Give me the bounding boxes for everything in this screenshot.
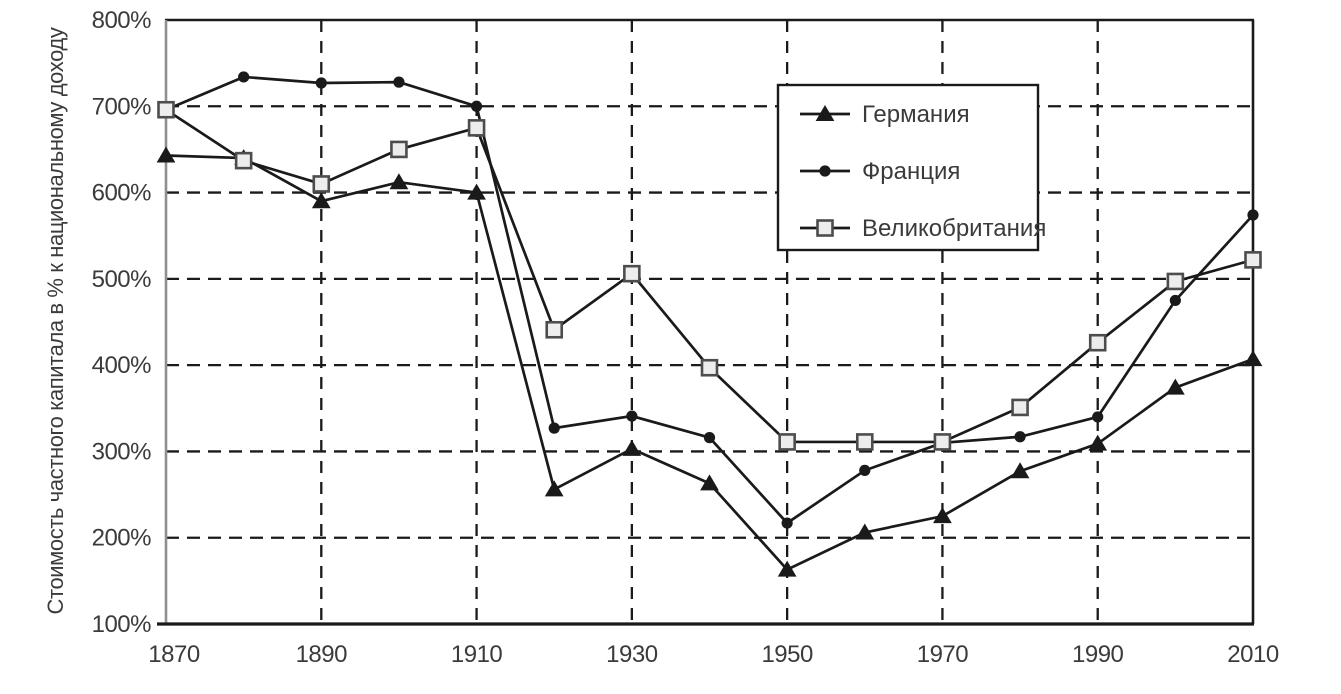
data-point-uk-1930 xyxy=(623,264,641,283)
series-uk xyxy=(157,100,1262,451)
x-tick-label-1970: 1970 xyxy=(917,641,969,668)
y-tick-label-700: 700% xyxy=(92,93,152,120)
data-point-germany-1900 xyxy=(389,173,409,190)
data-point-france-1920 xyxy=(548,422,560,434)
y-axis-title: Стоимость частного капитала в % к национ… xyxy=(43,27,68,615)
data-point-france-1960 xyxy=(859,464,871,477)
x-tick-labels: 1870 1890 1910 1930 1950 1970 1990 2010 xyxy=(148,641,1279,668)
legend-label-uk: Великобритания xyxy=(862,215,1046,242)
y-tick-label-300: 300% xyxy=(92,438,152,465)
data-point-france-1950 xyxy=(781,517,793,529)
x-tick-label-1870: 1870 xyxy=(148,641,200,668)
data-point-france-1910 xyxy=(470,100,483,112)
data-point-uk-1870 xyxy=(157,100,175,119)
legend-marker-uk xyxy=(816,219,834,237)
data-point-uk-1910 xyxy=(467,119,486,137)
data-point-france-1880 xyxy=(238,71,250,83)
data-point-uk-1950 xyxy=(778,433,796,451)
y-tick-label-200: 200% xyxy=(92,525,152,552)
data-point-uk-1890 xyxy=(312,175,331,193)
legend-item-germany: Германия xyxy=(800,101,970,128)
data-point-germany-1890 xyxy=(311,192,331,209)
data-point-france-1940 xyxy=(703,432,716,444)
data-point-germany-1990 xyxy=(1088,434,1108,451)
data-point-uk-2000 xyxy=(1166,272,1185,291)
data-point-france-1900 xyxy=(393,76,405,88)
legend-label-france: Франция xyxy=(862,158,960,185)
data-point-uk-1900 xyxy=(390,140,408,159)
plot-frame xyxy=(157,18,1255,626)
data-point-germany-1970 xyxy=(933,507,952,524)
series-line-france xyxy=(165,75,1254,525)
data-point-france-1890 xyxy=(315,77,327,89)
y-tick-label-600: 600% xyxy=(92,180,152,207)
legend-item-france: Франция xyxy=(800,158,960,185)
series-france xyxy=(160,71,1259,529)
data-point-germany-1940 xyxy=(700,474,719,491)
x-tick-label-1990: 1990 xyxy=(1072,641,1124,668)
data-point-uk-1990 xyxy=(1088,333,1107,352)
x-tick-label-1930: 1930 xyxy=(606,641,658,668)
data-point-uk-1980 xyxy=(1011,398,1029,417)
x-tick-label-1950: 1950 xyxy=(761,641,813,668)
data-point-france-2010 xyxy=(1247,209,1259,221)
data-point-uk-1940 xyxy=(700,358,719,377)
legend-marker-france xyxy=(819,165,831,177)
data-point-france-2000 xyxy=(1169,294,1181,307)
series-line-uk xyxy=(165,108,1254,444)
data-point-germany-1960 xyxy=(855,523,875,540)
data-point-germany-1920 xyxy=(544,480,564,497)
y-tick-label-500: 500% xyxy=(92,266,152,293)
data-point-germany-2000 xyxy=(1165,378,1185,395)
data-point-uk-1880 xyxy=(234,151,253,170)
data-point-germany-1930 xyxy=(622,439,642,456)
y-tick-labels: 100% 200% 300% 400% 500% 600% 700% 800% xyxy=(92,7,152,638)
data-point-uk-1920 xyxy=(545,320,564,339)
data-point-uk-2010 xyxy=(1244,251,1262,269)
data-point-uk-1960 xyxy=(855,433,874,451)
y-tick-label-100: 100% xyxy=(92,611,152,638)
y-tick-label-800: 800% xyxy=(92,7,152,34)
y-tick-label-400: 400% xyxy=(92,352,152,379)
gridlines xyxy=(166,20,1253,624)
x-tick-label-2010: 2010 xyxy=(1227,641,1279,668)
data-point-germany-1950 xyxy=(777,560,797,577)
legend-item-uk: Великобритания xyxy=(800,215,1046,242)
data-point-germany-2010 xyxy=(1243,350,1263,367)
data-point-germany-1870 xyxy=(156,146,176,163)
legend: Германия Франция Великобритания xyxy=(776,83,1046,252)
legend-label-germany: Германия xyxy=(862,101,970,128)
data-point-uk-1970 xyxy=(933,433,952,451)
data-point-france-1990 xyxy=(1092,411,1104,423)
data-point-france-1930 xyxy=(626,410,638,422)
legend-marker-germany xyxy=(815,105,835,121)
data-point-germany-1980 xyxy=(1010,462,1030,479)
x-tick-label-1910: 1910 xyxy=(451,641,503,668)
data-point-germany-1910 xyxy=(467,183,486,200)
x-tick-label-1890: 1890 xyxy=(296,641,348,668)
data-point-france-1980 xyxy=(1014,431,1026,443)
